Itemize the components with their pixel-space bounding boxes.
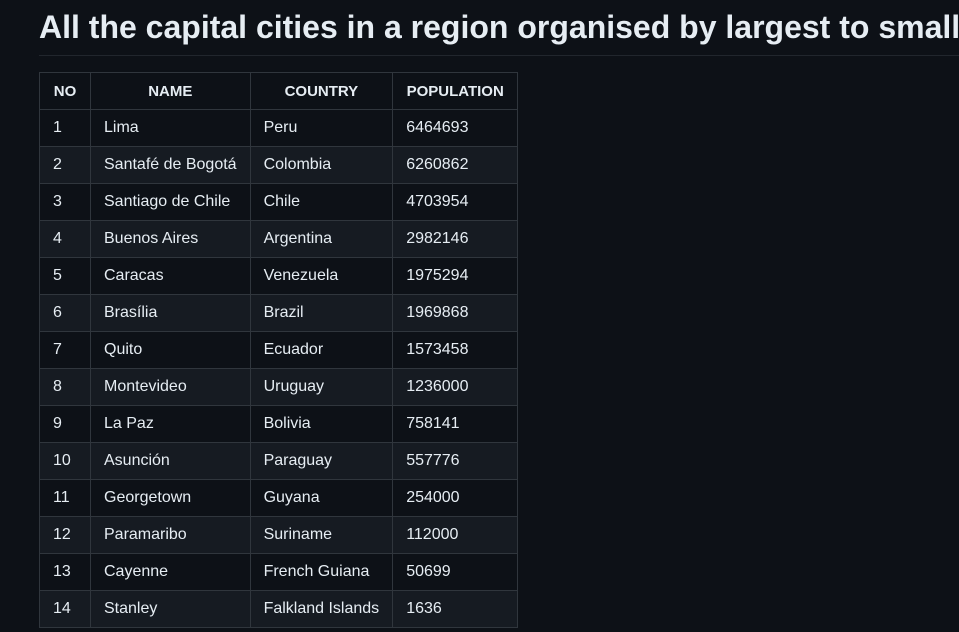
table-row: 7 Quito Ecuador 1573458 — [39, 331, 519, 369]
table-row: 11 Georgetown Guyana 254000 — [39, 479, 519, 517]
capitals-table: NO NAME COUNTRY POPULATION 1 Lima Peru 6464… — [39, 72, 519, 628]
cell-no: 1 — [39, 109, 91, 147]
title-divider — [39, 55, 959, 56]
cell-no: 5 — [39, 257, 91, 295]
table-row: 8 Montevideo Uruguay 1236000 — [39, 368, 519, 406]
cell-name: Caracas — [90, 257, 251, 295]
cell-population: 254000 — [392, 479, 519, 517]
table-row: 9 La Paz Bolivia 758141 — [39, 405, 519, 443]
cell-country: Uruguay — [249, 368, 394, 406]
table-row: 10 Asunción Paraguay 557776 — [39, 442, 519, 480]
cell-population: 758141 — [392, 405, 519, 443]
cell-country: Chile — [249, 183, 394, 221]
cell-country: Argentina — [249, 220, 394, 258]
page-title: All the capital cities in a region organ… — [39, 9, 959, 45]
cell-no: 2 — [39, 146, 91, 184]
cell-country: Colombia — [249, 146, 394, 184]
cell-name: Santafé de Bogotá — [90, 146, 251, 184]
cell-no: 13 — [39, 553, 91, 591]
table-row: 1 Lima Peru 6464693 — [39, 109, 519, 147]
cell-population: 4703954 — [392, 183, 519, 221]
cell-name: Lima — [90, 109, 251, 147]
cell-population: 1636 — [392, 590, 519, 628]
cell-name: Montevideo — [90, 368, 251, 406]
cell-country: Guyana — [249, 479, 394, 517]
cell-population: 1573458 — [392, 331, 519, 369]
cell-name: Santiago de Chile — [90, 183, 251, 221]
cell-no: 4 — [39, 220, 91, 258]
table-row: 13 Cayenne French Guiana 50699 — [39, 553, 519, 591]
table-row: 3 Santiago de Chile Chile 4703954 — [39, 183, 519, 221]
cell-no: 10 — [39, 442, 91, 480]
cell-population: 1969868 — [392, 294, 519, 332]
cell-population: 1975294 — [392, 257, 519, 295]
column-header-population[interactable]: POPULATION — [392, 72, 519, 110]
cell-country: Bolivia — [249, 405, 394, 443]
column-header-no[interactable]: NO — [39, 72, 91, 110]
cell-name: Quito — [90, 331, 251, 369]
cell-no: 14 — [39, 590, 91, 628]
table-header: NO NAME COUNTRY POPULATION — [39, 72, 519, 110]
column-header-name[interactable]: NAME — [90, 72, 251, 110]
cell-name: Asunción — [90, 442, 251, 480]
cell-no: 6 — [39, 294, 91, 332]
cell-name: Georgetown — [90, 479, 251, 517]
cell-name: Buenos Aires — [90, 220, 251, 258]
cell-no: 11 — [39, 479, 91, 517]
cell-country: Suriname — [249, 516, 394, 554]
table-row: 4 Buenos Aires Argentina 2982146 — [39, 220, 519, 258]
cell-name: Cayenne — [90, 553, 251, 591]
column-header-country[interactable]: COUNTRY — [249, 72, 394, 110]
table-row: 6 Brasília Brazil 1969868 — [39, 294, 519, 332]
cell-population: 6464693 — [392, 109, 519, 147]
table-row: 5 Caracas Venezuela 1975294 — [39, 257, 519, 295]
cell-population: 2982146 — [392, 220, 519, 258]
cell-name: La Paz — [90, 405, 251, 443]
cell-population: 50699 — [392, 553, 519, 591]
cell-country: Paraguay — [249, 442, 394, 480]
cell-no: 8 — [39, 368, 91, 406]
cell-name: Stanley — [90, 590, 251, 628]
cell-name: Paramaribo — [90, 516, 251, 554]
cell-country: Ecuador — [249, 331, 394, 369]
table-row: 12 Paramaribo Suriname 112000 — [39, 516, 519, 554]
cell-population: 112000 — [392, 516, 519, 554]
table-row: 14 Stanley Falkland Islands 1636 — [39, 590, 519, 628]
cell-population: 6260862 — [392, 146, 519, 184]
cell-country: Peru — [249, 109, 394, 147]
cell-no: 3 — [39, 183, 91, 221]
cell-population: 557776 — [392, 442, 519, 480]
cell-country: French Guiana — [249, 553, 394, 591]
cell-name: Brasília — [90, 294, 251, 332]
cell-country: Venezuela — [249, 257, 394, 295]
cell-country: Falkland Islands — [249, 590, 394, 628]
header-row: NO NAME COUNTRY POPULATION — [39, 72, 519, 110]
capitals-table-container: NO NAME COUNTRY POPULATION 1 Lima Peru 6464… — [39, 72, 519, 628]
cell-no: 9 — [39, 405, 91, 443]
cell-population: 1236000 — [392, 368, 519, 406]
cell-no: 7 — [39, 331, 91, 369]
table-row: 2 Santafé de Bogotá Colombia 6260862 — [39, 146, 519, 184]
table-body: 1 Lima Peru 6464693 2 Santafé de Bogotá Colomb… — [39, 109, 519, 628]
cell-country: Brazil — [249, 294, 394, 332]
cell-no: 12 — [39, 516, 91, 554]
